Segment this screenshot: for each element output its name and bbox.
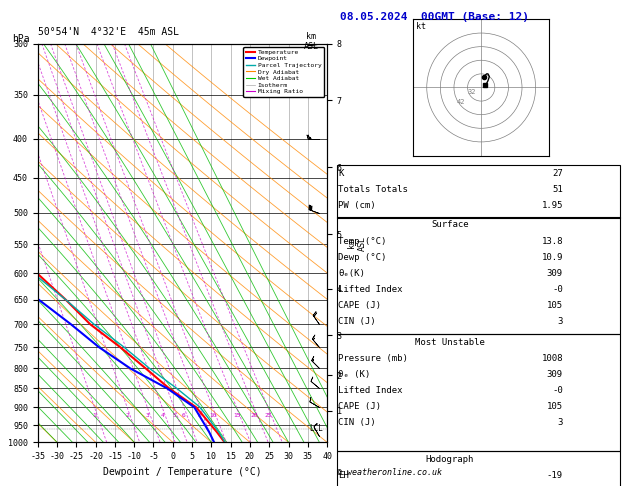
Text: 3: 3 [557,317,563,326]
Text: 32: 32 [467,89,476,95]
Text: Pressure (mb): Pressure (mb) [338,354,408,363]
Text: PW (cm): PW (cm) [338,201,376,210]
Y-axis label: hPa: hPa [0,234,3,252]
Text: Lifted Index: Lifted Index [338,285,403,294]
Text: Dewp (°C): Dewp (°C) [338,253,387,261]
Text: 309: 309 [547,269,563,278]
Text: -0: -0 [552,285,563,294]
Text: 50°54'N  4°32'E  45m ASL: 50°54'N 4°32'E 45m ASL [38,27,179,37]
Legend: Temperature, Dewpoint, Parcel Trajectory, Dry Adiabat, Wet Adiabat, Isotherm, Mi: Temperature, Dewpoint, Parcel Trajectory… [243,47,324,97]
Text: 3: 3 [557,418,563,427]
Text: 5: 5 [172,414,176,418]
Text: © weatheronline.co.uk: © weatheronline.co.uk [338,468,442,477]
Text: -19: -19 [547,471,563,480]
Text: kt: kt [416,22,426,31]
Text: θₑ (K): θₑ (K) [338,370,370,379]
Text: 1: 1 [92,414,96,418]
Text: 08.05.2024  00GMT (Base: 12): 08.05.2024 00GMT (Base: 12) [340,12,528,22]
Text: 1008: 1008 [542,354,563,363]
Text: K: K [338,169,344,178]
Text: Surface: Surface [431,221,469,229]
X-axis label: Dewpoint / Temperature (°C): Dewpoint / Temperature (°C) [103,467,262,477]
Text: 8: 8 [198,414,202,418]
Text: 105: 105 [547,402,563,411]
Text: 3: 3 [145,414,149,418]
Text: 105: 105 [547,301,563,310]
Text: 10: 10 [209,414,216,418]
Text: hPa: hPa [13,34,30,44]
Text: CAPE (J): CAPE (J) [338,402,381,411]
Text: LCL: LCL [309,424,323,433]
Text: 27: 27 [552,169,563,178]
Text: EH: EH [338,471,349,480]
Text: -0: -0 [552,386,563,395]
Text: CAPE (J): CAPE (J) [338,301,381,310]
Text: 42: 42 [457,99,465,105]
Text: Most Unstable: Most Unstable [415,338,485,347]
Text: 13.8: 13.8 [542,237,563,245]
Text: 25: 25 [264,414,272,418]
Text: 2: 2 [125,414,129,418]
Text: 51: 51 [552,185,563,194]
Text: Temp (°C): Temp (°C) [338,237,387,245]
Text: 1.95: 1.95 [542,201,563,210]
Text: 20: 20 [250,414,258,418]
Text: θₑ(K): θₑ(K) [338,269,365,278]
Text: km
ASL: km ASL [304,32,319,51]
Text: Lifted Index: Lifted Index [338,386,403,395]
Text: CIN (J): CIN (J) [338,317,376,326]
Text: 6: 6 [182,414,186,418]
Text: 4: 4 [160,414,164,418]
Text: 309: 309 [547,370,563,379]
Text: 10.9: 10.9 [542,253,563,261]
Text: Hodograph: Hodograph [426,455,474,464]
Text: CIN (J): CIN (J) [338,418,376,427]
Y-axis label: km
ASL: km ASL [347,236,367,250]
Text: Totals Totals: Totals Totals [338,185,408,194]
Text: 15: 15 [233,414,240,418]
